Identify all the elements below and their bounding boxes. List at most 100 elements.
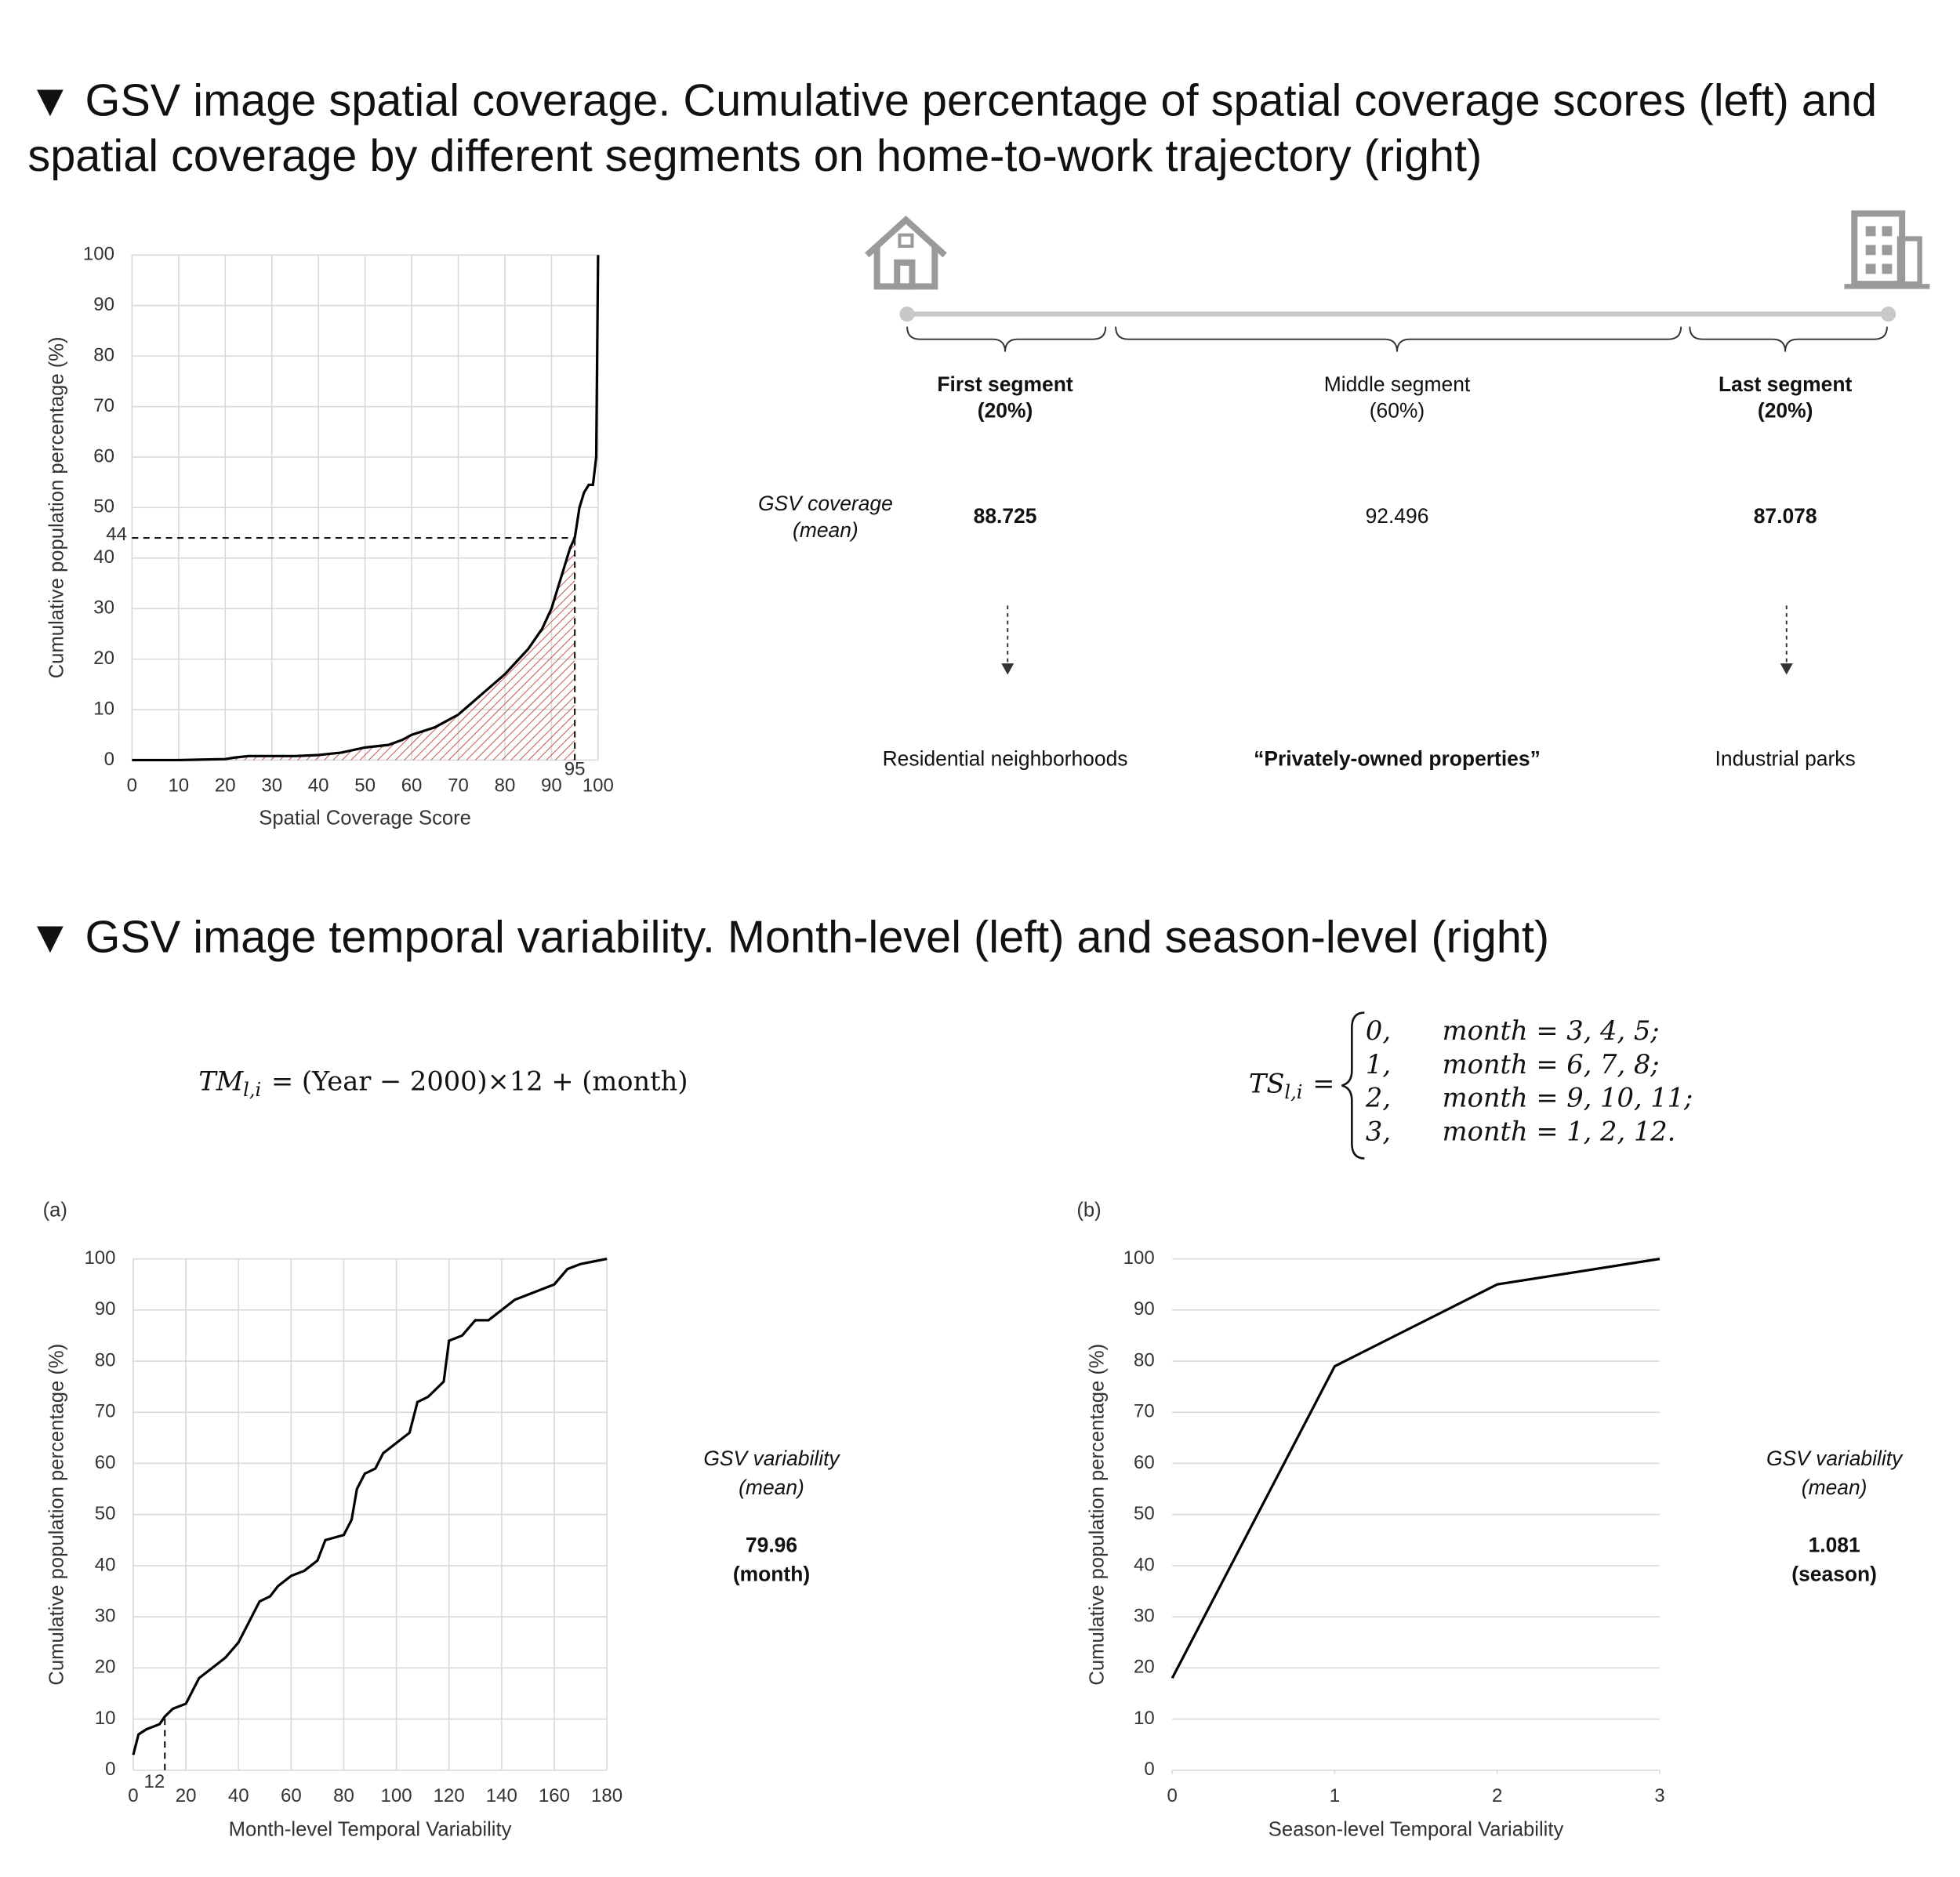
segment-coverage: 92.496 xyxy=(1366,504,1429,528)
segment-share: (60%) xyxy=(1370,399,1425,423)
data-line xyxy=(132,1258,608,1755)
x-tick-label: 40 xyxy=(308,775,329,796)
formula-rhs: = xyxy=(1312,1068,1334,1098)
y-tick-label: 10 xyxy=(93,698,114,719)
y-tick-label: 50 xyxy=(95,1503,116,1524)
segment-coverage: 88.725 xyxy=(974,504,1037,528)
home-icon xyxy=(865,216,947,290)
y-tick-label: 30 xyxy=(1134,1605,1155,1626)
segment-name: First segment xyxy=(937,372,1073,396)
formula: TMl,i = (Year − 2000)×12 + (month) xyxy=(198,1066,688,1100)
formula-lhs: TS xyxy=(1249,1068,1284,1098)
y-tick-label: 90 xyxy=(95,1298,116,1320)
work-point xyxy=(1880,306,1896,322)
case-condition: month = 6, 7, 8; xyxy=(1443,1049,1660,1080)
y-tick-label: 60 xyxy=(93,445,114,467)
reference-x-label: 95 xyxy=(564,759,586,780)
y-tick-label: 20 xyxy=(95,1657,116,1678)
y-tick-label: 0 xyxy=(104,749,114,770)
y-tick-label: 0 xyxy=(1144,1759,1154,1780)
y-tick-label: 20 xyxy=(93,648,114,669)
note-label: GSV variability xyxy=(703,1447,840,1470)
y-axis-label: Cumulative population percentage (%) xyxy=(1086,1344,1108,1686)
x-tick-label: 1 xyxy=(1330,1785,1340,1806)
y-tick-label: 90 xyxy=(93,294,114,315)
x-tick-label: 3 xyxy=(1654,1785,1664,1806)
case-condition: month = 9, 10, 11; xyxy=(1443,1083,1693,1113)
case-value: 0, xyxy=(1366,1015,1391,1046)
y-tick-label: 70 xyxy=(93,395,114,416)
case-value: 3, xyxy=(1366,1116,1391,1147)
work-icon xyxy=(1844,210,1930,289)
x-tick-label: 10 xyxy=(168,775,189,796)
y-tick-label: 10 xyxy=(1134,1708,1155,1729)
x-tick-label: 160 xyxy=(539,1785,570,1806)
segment-share: (20%) xyxy=(978,399,1033,423)
x-tick-label: 40 xyxy=(228,1785,249,1806)
x-tick-label: 140 xyxy=(486,1785,517,1806)
y-tick-label: 30 xyxy=(95,1605,116,1626)
x-tick-label: 180 xyxy=(591,1785,622,1806)
data-line xyxy=(1171,1258,1661,1679)
x-tick-label: 50 xyxy=(354,775,376,796)
segment-area: Residential neighborhoods xyxy=(883,746,1128,770)
y-tick-label: 40 xyxy=(95,1554,116,1575)
y-tick-label: 90 xyxy=(1134,1298,1155,1320)
x-tick-label: 60 xyxy=(281,1785,302,1806)
x-axis-label: Month-level Temporal Variability xyxy=(229,1818,512,1840)
y-tick-label: 20 xyxy=(1134,1657,1155,1678)
case-value: 2, xyxy=(1365,1083,1391,1113)
formula-lhs: TM xyxy=(198,1066,244,1096)
note-label: (mean) xyxy=(739,1476,804,1499)
case-condition: month = 3, 4, 5; xyxy=(1443,1015,1660,1046)
y-tick-label: 40 xyxy=(1134,1554,1155,1575)
data-line xyxy=(132,255,600,762)
note-value: 1.081 xyxy=(1809,1534,1860,1557)
case-value: 1, xyxy=(1366,1049,1391,1080)
x-tick-label: 20 xyxy=(176,1785,197,1806)
reference-y-label: 44 xyxy=(106,524,127,545)
x-axis-label: Season-level Temporal Variability xyxy=(1269,1818,1564,1840)
y-tick-label: 80 xyxy=(93,344,114,365)
y-axis-label: Cumulative population percentage (%) xyxy=(46,1344,68,1686)
section-heading: ▼ GSV image spatial coverage. Cumulative… xyxy=(27,75,1877,125)
y-tick-label: 80 xyxy=(1134,1349,1155,1371)
x-tick-label: 30 xyxy=(261,775,282,796)
panel-label: (b) xyxy=(1076,1199,1101,1221)
y-tick-label: 100 xyxy=(1123,1247,1155,1269)
formula-sub: l,i xyxy=(243,1078,261,1100)
x-tick-label: 0 xyxy=(127,775,137,796)
note-value: (season) xyxy=(1791,1562,1877,1585)
note-label: (mean) xyxy=(1802,1476,1867,1499)
x-tick-label: 80 xyxy=(495,775,516,796)
section-heading: ▼ GSV image temporal variability. Month-… xyxy=(27,913,1549,963)
y-tick-label: 70 xyxy=(95,1401,116,1422)
row-label: GSV coverage xyxy=(758,492,893,515)
x-tick-label: 100 xyxy=(381,1785,412,1806)
y-tick-label: 0 xyxy=(105,1759,115,1780)
arrow-heads xyxy=(1001,663,1793,675)
segment-share: (20%) xyxy=(1758,399,1813,423)
note-value: (month) xyxy=(733,1562,810,1585)
case-brace xyxy=(1341,1011,1365,1160)
x-tick-label: 70 xyxy=(448,775,469,796)
note-value: 79.96 xyxy=(746,1534,797,1557)
home-point xyxy=(899,306,915,322)
shaded-area xyxy=(132,538,575,761)
x-tick-label: 120 xyxy=(434,1785,465,1806)
reference-x-label: 12 xyxy=(144,1771,165,1792)
formula-rhs: = (Year − 2000)×12 + (month) xyxy=(271,1066,688,1096)
y-tick-label: 50 xyxy=(93,496,114,517)
braces xyxy=(906,326,1888,352)
segment-coverage: 87.078 xyxy=(1754,504,1817,528)
x-tick-label: 90 xyxy=(541,775,562,796)
y-tick-label: 60 xyxy=(1134,1452,1155,1473)
y-tick-label: 100 xyxy=(83,244,114,265)
formula: TSl,i = xyxy=(1249,1068,1334,1102)
segment-area: Industrial parks xyxy=(1715,746,1856,770)
y-tick-label: 100 xyxy=(84,1247,115,1269)
arrows xyxy=(1007,605,1788,666)
x-tick-label: 0 xyxy=(1167,1785,1177,1806)
y-tick-label: 30 xyxy=(93,597,114,619)
